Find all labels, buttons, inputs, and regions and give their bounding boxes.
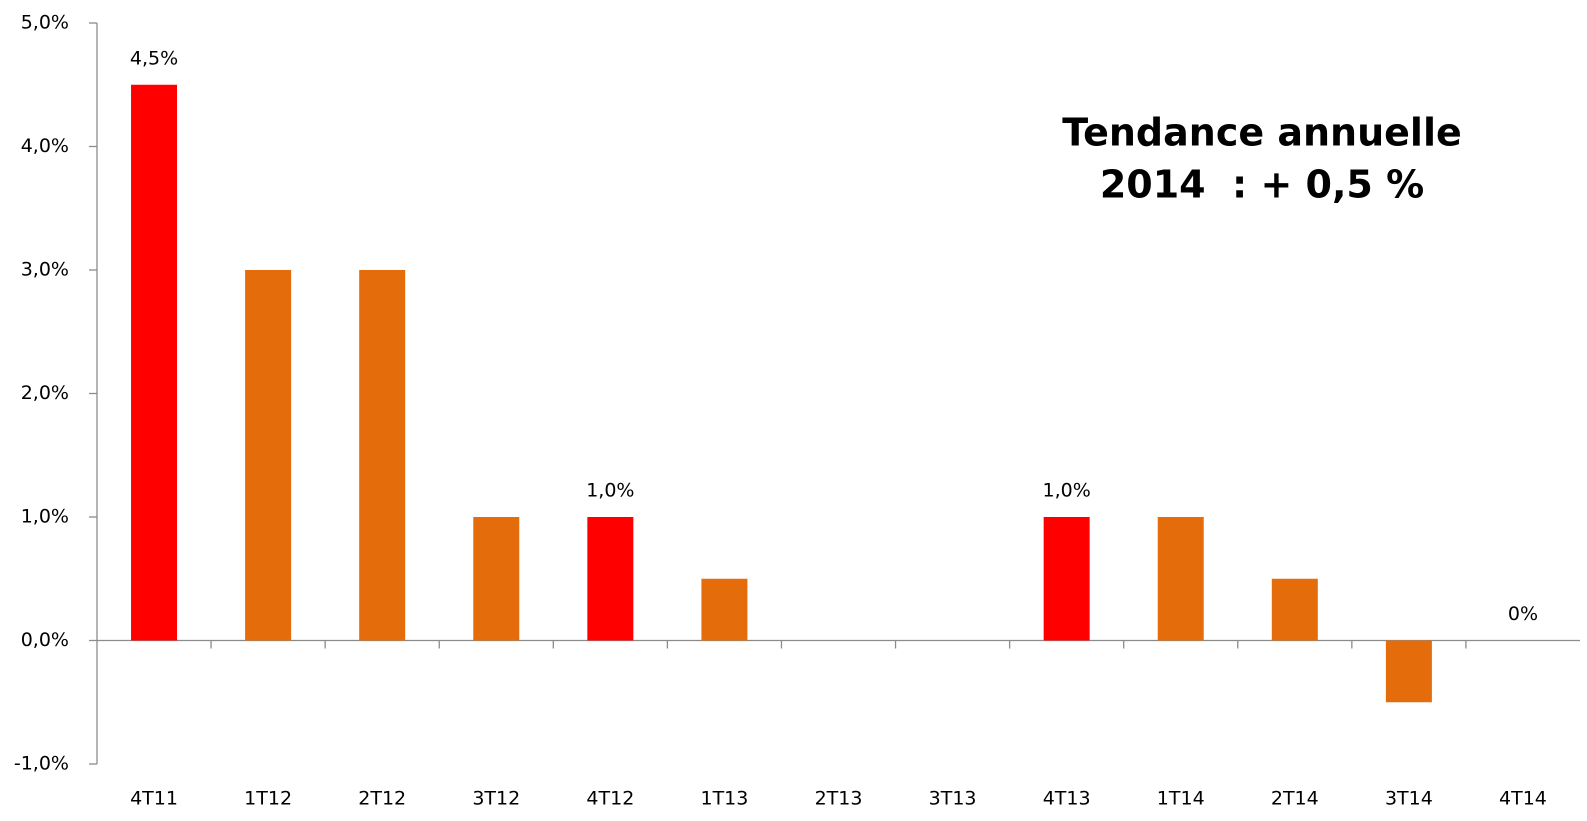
data-label: 1,0% [586, 480, 634, 502]
x-tick-label: 3T14 [1385, 788, 1433, 810]
data-label: 4,5% [130, 47, 178, 69]
x-tick-label: 4T11 [130, 788, 178, 810]
y-tick-label: 4,0% [21, 135, 69, 157]
bar [1385, 640, 1432, 703]
x-tick-label: 1T13 [700, 788, 748, 810]
bar [1157, 517, 1204, 641]
bar [1271, 578, 1318, 641]
x-tick-label: 2T13 [815, 788, 863, 810]
y-tick-label: 3,0% [21, 259, 69, 281]
y-tick-label: 5,0% [21, 12, 69, 34]
annotation: Tendance annuelle [1062, 111, 1462, 155]
x-tick-label: 4T14 [1499, 788, 1547, 810]
x-tick-label: 3T12 [472, 788, 520, 810]
y-tick-label: 1,0% [21, 506, 69, 528]
x-tick-label: 4T13 [1043, 788, 1091, 810]
bar [701, 578, 748, 641]
x-tick-label: 1T12 [244, 788, 292, 810]
bar [1043, 517, 1090, 641]
bar [359, 270, 406, 641]
annotation: 2014 : + 0,5 % [1100, 163, 1424, 207]
bar [131, 84, 178, 641]
bar [473, 517, 520, 641]
y-tick-label: 2,0% [21, 382, 69, 404]
x-tick-label: 2T12 [358, 788, 406, 810]
x-tick-label: 1T14 [1157, 788, 1205, 810]
x-tick-label: 4T12 [586, 788, 634, 810]
data-label: 0% [1508, 603, 1538, 625]
x-tick-label: 3T13 [929, 788, 977, 810]
data-label: 1,0% [1043, 480, 1091, 502]
x-tick-label: 2T14 [1271, 788, 1319, 810]
y-tick-label: -1,0% [14, 753, 69, 775]
y-tick-label: 0,0% [21, 629, 69, 651]
bar [245, 270, 292, 641]
bar [587, 517, 634, 641]
